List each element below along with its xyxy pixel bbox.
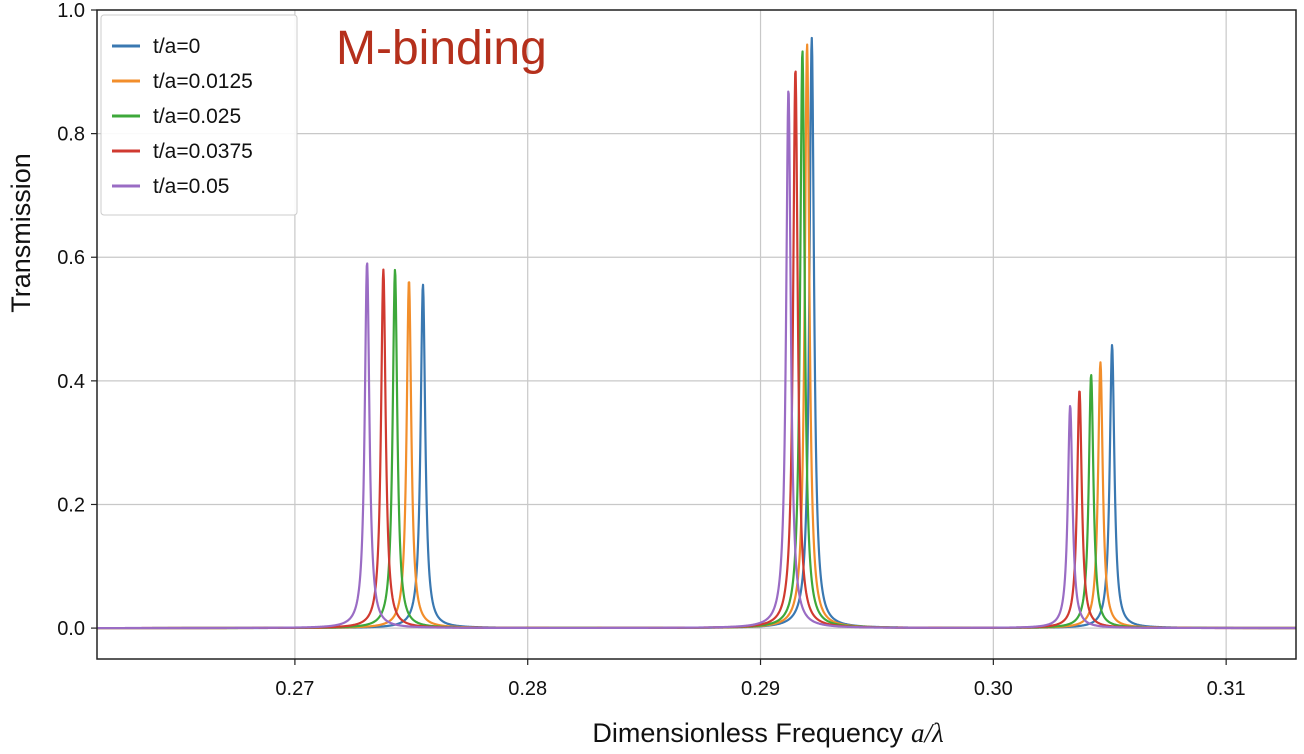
y-tick-label: 0.6 (57, 247, 85, 269)
y-tick-label: 0.2 (57, 494, 85, 516)
legend-box (100, 14, 298, 216)
legend-label: t/a=0 (153, 35, 200, 58)
y-tick-label: 0.8 (57, 124, 85, 146)
m-binding-annotation: M-binding (336, 22, 547, 75)
y-tick-label: 1.0 (57, 0, 85, 22)
series-lines (96, 36, 1297, 630)
legend-label: t/a=0.05 (153, 175, 229, 198)
x-tick-label: 0.30 (974, 678, 1013, 700)
x-axis-label: Dimensionless Frequency (592, 718, 903, 748)
y-tick-label: 0.4 (57, 371, 85, 393)
axis-ticks: 0.27 0.28 0.29 0.30 0.31 0.0 0.2 0.4 0.6 0.8 1.0 (57, 0, 1245, 700)
legend-label: t/a=0.0375 (153, 140, 253, 163)
x-tick-label: 0.29 (741, 678, 780, 700)
legend-label: t/a=0.0125 (153, 70, 253, 93)
legend-label: t/a=0.025 (153, 105, 241, 128)
y-tick-label: 0.0 (57, 618, 85, 640)
x-tick-label: 0.31 (1207, 678, 1246, 700)
plot-frame (96, 9, 1297, 660)
x-axis-title: Dimensionless Frequency a/λ (592, 718, 944, 748)
x-tick-label: 0.27 (275, 678, 314, 700)
x-tick-label: 0.28 (508, 678, 547, 700)
y-axis-title: Transmission (6, 153, 36, 313)
x-axis-math: a/λ (911, 718, 944, 748)
series-line (96, 90, 1297, 630)
legend: t/a=0 t/a=0.0125 t/a=0.025 t/a=0.0375 t/a=0.… (100, 14, 298, 216)
